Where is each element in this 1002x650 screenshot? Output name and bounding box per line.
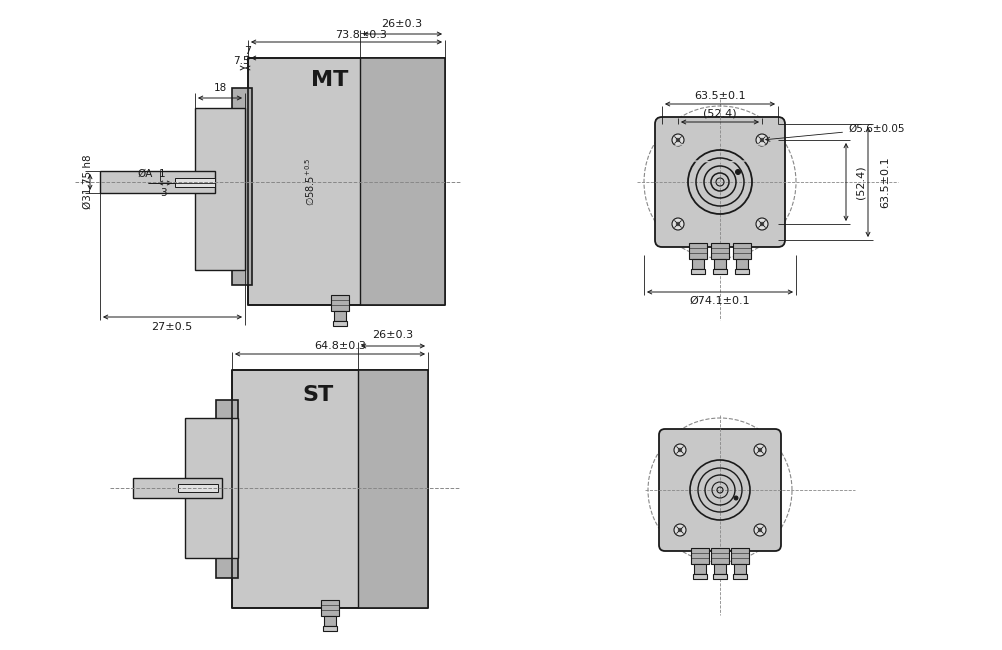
Bar [177,484,217,492]
Bar [360,58,445,305]
Bar [710,548,728,564]
Bar [690,548,708,564]
Bar [184,418,237,558]
Bar [358,370,428,608]
Text: Ø31.75 h8: Ø31.75 h8 [83,155,93,209]
Bar [735,259,747,269]
Text: 26±0.3: 26±0.3 [381,19,422,29]
Bar [334,311,346,321]
Bar [323,626,337,631]
Bar [732,243,750,259]
Text: (52.4): (52.4) [702,109,736,119]
Bar [690,269,704,274]
Bar [321,600,339,616]
Text: 18: 18 [213,83,226,93]
Text: 63.5±0.1: 63.5±0.1 [693,91,745,101]
Circle shape [673,444,685,456]
Text: ØA: ØA [137,169,152,179]
Bar [333,321,347,326]
Text: MT: MT [311,70,349,90]
Text: ST: ST [302,385,334,405]
Bar [732,574,746,579]
Circle shape [756,134,768,146]
Bar [133,478,221,498]
FancyBboxPatch shape [658,429,781,551]
Text: Ø5.6±0.05: Ø5.6±0.05 [765,124,904,141]
Bar [734,269,748,274]
Bar [712,574,726,579]
Bar [730,548,748,564]
Bar [710,243,728,259]
Bar [174,178,214,187]
Circle shape [733,496,737,500]
Circle shape [673,524,685,536]
Bar [247,58,445,305]
Text: (52.4): (52.4) [855,165,865,199]
Bar [733,564,745,574]
Text: 73.8±0.3: 73.8±0.3 [335,30,387,40]
Text: 64.8±0.3: 64.8±0.3 [314,341,366,351]
Bar [713,564,725,574]
Text: 26±0.3: 26±0.3 [372,330,413,340]
Bar [231,370,428,608]
Text: 63.5±0.1: 63.5±0.1 [879,156,889,208]
Bar [691,259,703,269]
Bar [692,574,706,579]
Bar [194,108,244,270]
Text: 7.5: 7.5 [232,56,249,66]
Bar [693,564,705,574]
Text: 1: 1 [158,169,165,179]
Circle shape [756,218,768,230]
Text: 7: 7 [244,46,252,56]
Bar [331,295,349,311]
Text: 3: 3 [159,188,166,198]
Text: 27±0.5: 27±0.5 [151,322,192,332]
Bar [100,171,214,193]
Bar [688,243,706,259]
Bar [215,400,237,578]
Text: Ø74.1±0.1: Ø74.1±0.1 [689,296,749,306]
Circle shape [754,524,766,536]
Bar [713,259,725,269]
FancyBboxPatch shape [654,117,785,247]
Circle shape [734,170,739,174]
Circle shape [671,218,683,230]
Text: $\varnothing$58.5$^{+0.5}$: $\varnothing$58.5$^{+0.5}$ [303,158,317,206]
Bar [324,616,336,626]
Circle shape [754,444,766,456]
Circle shape [671,134,683,146]
Bar [712,269,726,274]
Bar [231,88,252,285]
